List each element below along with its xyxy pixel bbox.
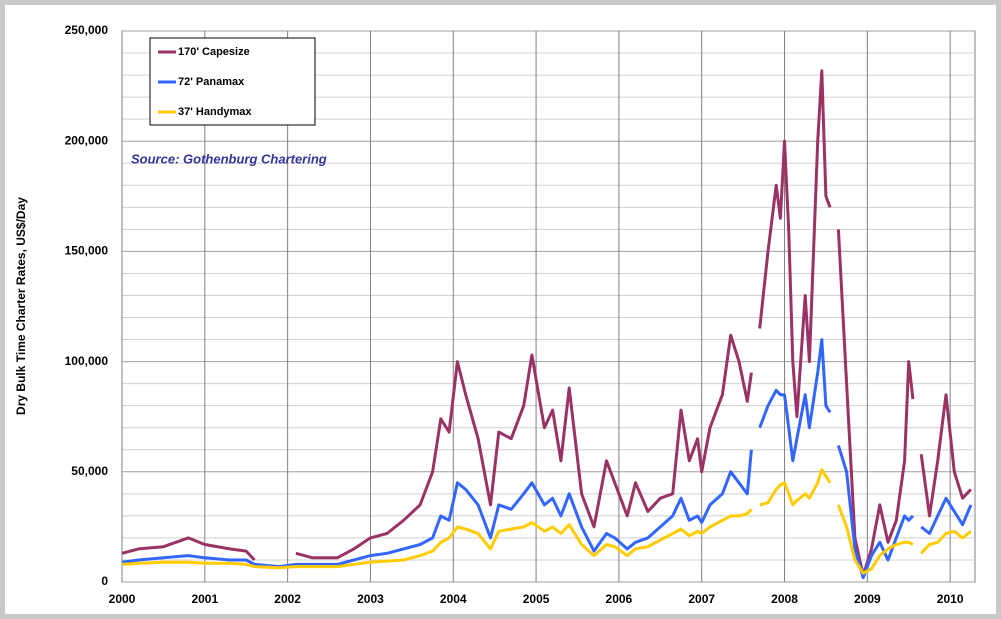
- y-tick-label: 100,000: [65, 354, 109, 368]
- series-line: [121, 508, 753, 570]
- y-tick-label: 50,000: [71, 464, 108, 478]
- x-tick-label: 2000: [109, 592, 136, 606]
- x-tick-label: 2007: [688, 592, 715, 606]
- y-tick-label: 150,000: [65, 244, 109, 258]
- series-line: [758, 338, 832, 463]
- series-line: [758, 69, 832, 419]
- series-line: [919, 393, 972, 518]
- series-line: [295, 333, 753, 560]
- series-line: [920, 529, 972, 555]
- legend-label: 37' Handymax: [178, 106, 252, 118]
- y-tick-label: 0: [101, 574, 108, 588]
- legend: [149, 37, 316, 126]
- x-tick-label: 2003: [357, 592, 384, 606]
- x-tick-label: 2009: [854, 592, 881, 606]
- y-tick-label: 200,000: [65, 133, 109, 147]
- annotation: Source: Gothenburg Chartering: [131, 151, 327, 166]
- series-line: [920, 496, 973, 535]
- series-line: [121, 536, 256, 562]
- series-line: [759, 468, 832, 507]
- x-tick-label: 2001: [191, 592, 218, 606]
- x-tick-label: 2004: [440, 592, 467, 606]
- y-tick-label: 250,000: [65, 23, 109, 37]
- series-line: [836, 444, 914, 580]
- x-tick-label: 2006: [606, 592, 633, 606]
- x-tick-label: 2002: [274, 592, 301, 606]
- x-tick-label: 2010: [937, 592, 964, 606]
- legend-label: 170' Capesize: [178, 46, 250, 58]
- series-line: [836, 229, 915, 577]
- x-tick-label: 2008: [771, 592, 798, 606]
- series-line: [836, 504, 914, 575]
- y-axis-label: Dry Bulk Time Charter Rates, US$/Day: [14, 197, 28, 415]
- legend-label: 72' Panamax: [178, 76, 245, 88]
- x-tick-label: 2005: [523, 592, 550, 606]
